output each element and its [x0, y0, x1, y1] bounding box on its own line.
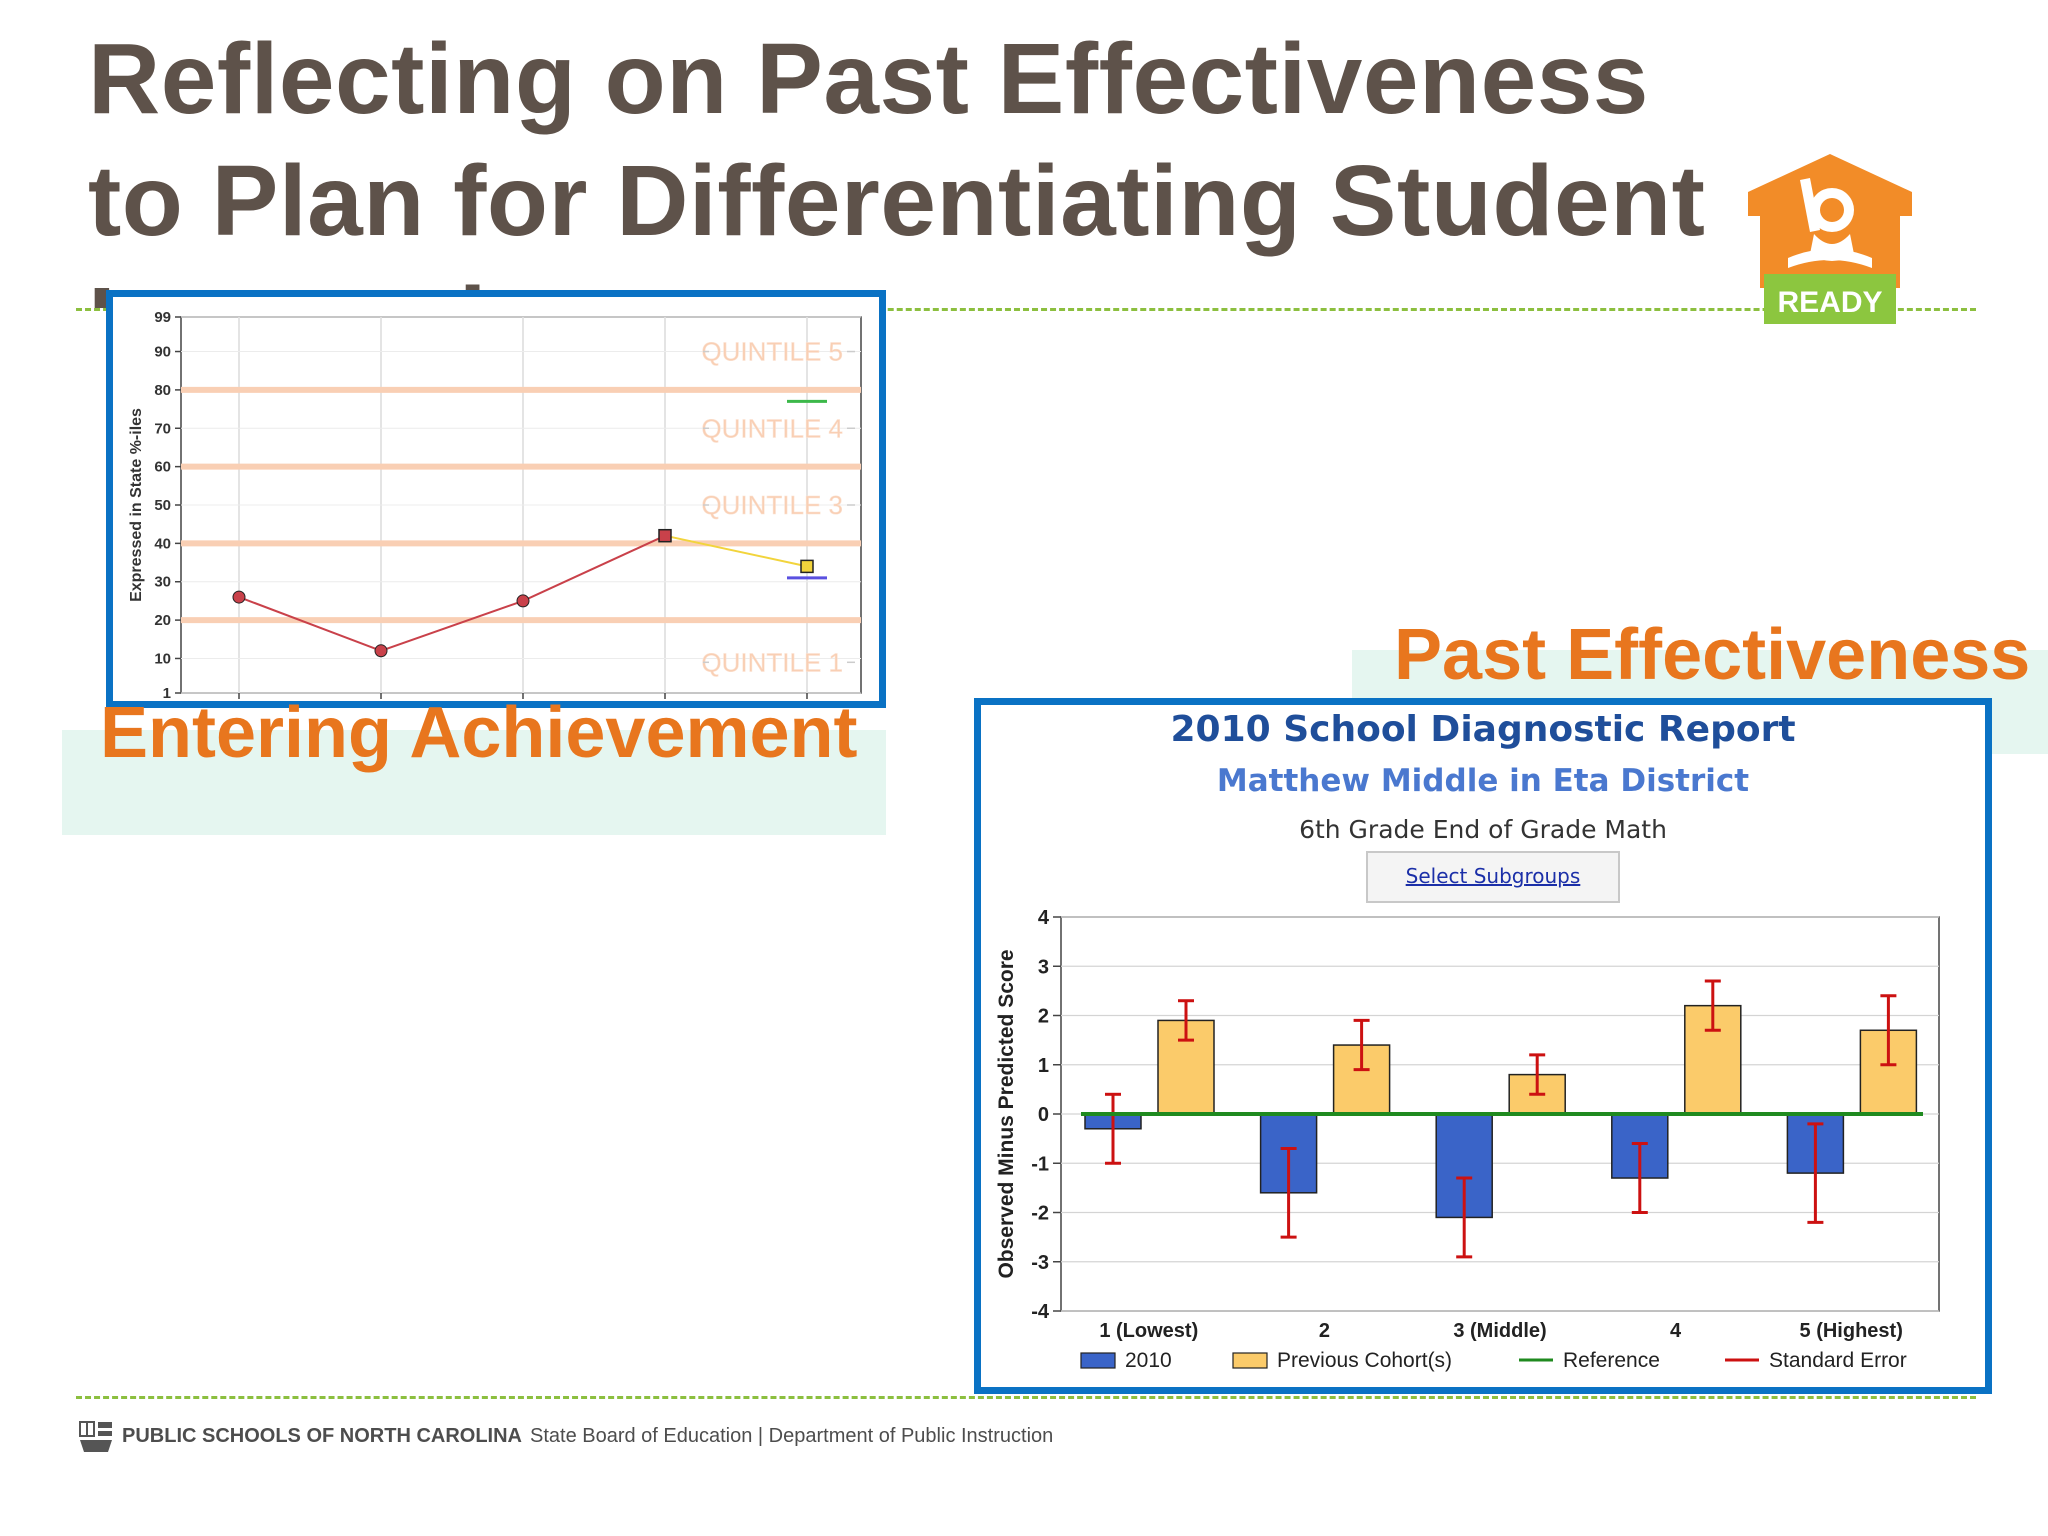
report-title: 2010 School Diagnostic Report: [1170, 709, 1796, 750]
y-axis-label: Observed Minus Predicted Score: [995, 949, 1018, 1278]
past-effectiveness-label: Past Effectiveness: [1394, 615, 2031, 695]
bar-previous-cohort: [1157, 1019, 1215, 1115]
actual-line: [238, 534, 666, 652]
bottom-divider: [76, 1396, 1976, 1399]
entering-achievement-chart: 1 10 20 30 40 50 60 70 80 90 99 Expressed in State …: [128, 309, 862, 702]
y-tick-label: 40: [154, 535, 171, 552]
entering-chart-frame: 1 10 20 30 40 50 60 70 80 90 99 Expressed in State …: [106, 290, 886, 708]
y-axis-label: Expressed in State %-iles: [128, 408, 145, 602]
y-tick-label: -2: [1031, 1203, 1049, 1225]
top-divider: [76, 308, 1976, 311]
quintile-label: QUINTILE 5: [701, 337, 843, 367]
x-tick-label: 1 (Lowest): [1099, 1320, 1198, 1342]
ready-house-logo: READY: [1748, 154, 1912, 324]
y-tick-label: 1: [163, 685, 171, 701]
quintile-label: QUINTILE 3: [701, 490, 843, 520]
data-point: [374, 644, 388, 658]
y-tick-label: 99: [154, 309, 171, 326]
legend-swatch: [1080, 1352, 1116, 1369]
y-tick-label: -4: [1031, 1301, 1050, 1323]
y-tick-label: 0: [1038, 1104, 1049, 1126]
legend-label: Reference: [1563, 1349, 1660, 1372]
entering-band: [62, 730, 886, 835]
y-tick-label: 90: [154, 344, 171, 361]
y-tick-label: 80: [154, 382, 171, 399]
state-seal-icon: [79, 1421, 112, 1452]
diagnostic-report-frame: 2010 School Diagnostic Report Matthew Mi…: [974, 698, 1992, 1394]
projection-point: [800, 559, 814, 574]
report-subject: 6th Grade End of Grade Math: [1299, 815, 1667, 844]
data-point: [516, 594, 530, 608]
y-tick-label: 60: [154, 459, 171, 476]
select-subgroups-button[interactable]: Select Subgroups: [1366, 851, 1620, 903]
quintile-label: QUINTILE 1: [701, 647, 843, 677]
y-tick-label: 50: [154, 497, 171, 514]
y-tick-label: 1: [1038, 1055, 1049, 1077]
y-tick-label: 20: [154, 612, 171, 629]
y-tick-label: -3: [1031, 1252, 1049, 1274]
y-tick-label: 4: [1038, 907, 1050, 929]
legend-swatch: [1232, 1352, 1268, 1369]
footer-org: PUBLIC SCHOOLS OF NORTH CAROLINA: [122, 1424, 522, 1447]
y-tick-label: -1: [1031, 1153, 1049, 1175]
legend-label: Previous Cohort(s): [1277, 1349, 1452, 1372]
data-point: [232, 590, 246, 604]
y-tick-label: 30: [154, 574, 171, 591]
projection-line: [664, 534, 808, 568]
x-tick-label: 5 (Highest): [1800, 1320, 1903, 1342]
y-tick-label: 70: [154, 420, 171, 437]
legend-label: Standard Error: [1769, 1349, 1907, 1372]
x-tick-label: 2: [1319, 1320, 1330, 1342]
diagnostic-bar-chart: 4 3 2 1 0 -1 -2 -3 -4 Observed Minus Predicted Sc…: [995, 907, 1940, 1372]
footer-dept: State Board of Education | Department of…: [530, 1424, 1054, 1447]
x-tick-label: 4: [1670, 1320, 1682, 1342]
quintile-label: QUINTILE 4: [701, 413, 843, 443]
footer: PUBLIC SCHOOLS OF NORTH CAROLINA State B…: [78, 1416, 1053, 1456]
data-point: [658, 528, 672, 543]
y-tick-label: 3: [1038, 956, 1049, 978]
logo-text: READY: [1777, 286, 1882, 319]
report-school: Matthew Middle in Eta District: [1216, 763, 1750, 799]
slide-title: Reflecting on Past Effectiveness to Plan…: [88, 23, 1706, 308]
x-tick-label: 3 (Middle): [1453, 1320, 1546, 1342]
y-tick-label: 2: [1038, 1006, 1049, 1028]
y-tick-label: 10: [154, 650, 171, 667]
entering-achievement-label: Entering Achievement: [100, 693, 858, 773]
legend-label: 2010: [1125, 1349, 1172, 1372]
